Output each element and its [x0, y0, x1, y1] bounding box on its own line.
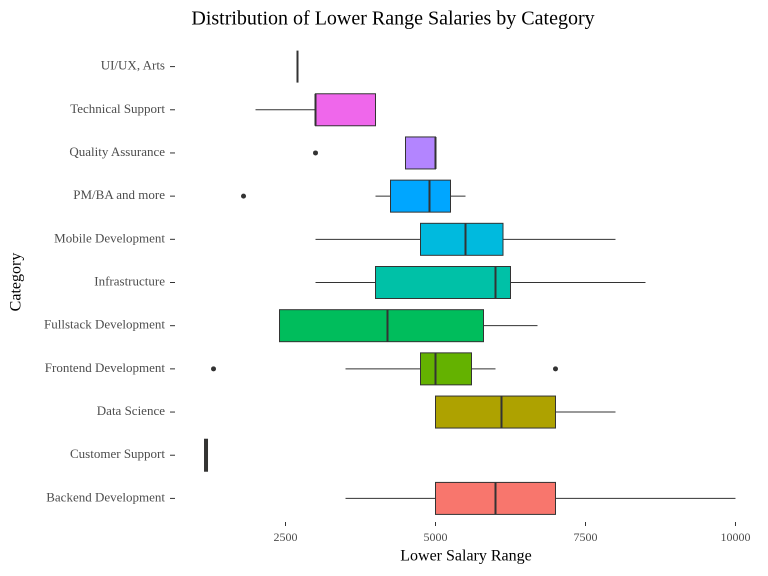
y-tick-label: PM/BA and more: [73, 187, 165, 202]
y-tick-label: Backend Development: [46, 489, 165, 504]
y-tick-label: Fullstack Development: [44, 317, 165, 332]
box: [390, 179, 452, 213]
y-tick-label: Frontend Development: [45, 360, 166, 375]
outlier: [241, 193, 247, 199]
box: [375, 266, 511, 299]
y-tick-label: Quality Assurance: [69, 144, 165, 159]
outlier: [313, 150, 319, 156]
outlier: [552, 366, 558, 372]
box: [279, 309, 484, 343]
x-tick-label: 10000: [720, 530, 750, 544]
y-tick-label: Data Science: [97, 403, 165, 418]
y-tick-label: Mobile Development: [54, 230, 165, 245]
box: [315, 93, 377, 127]
y-axis-label: Category: [8, 253, 25, 312]
y-tick-label: Customer Support: [70, 446, 165, 461]
chart-title: Distribution of Lower Range Salaries by …: [191, 8, 594, 30]
x-tick-label: 2500: [274, 530, 298, 544]
y-tick-label: Technical Support: [70, 101, 165, 116]
y-tick-label: UI/UX, Arts: [101, 58, 165, 73]
y-tick-label: Infrastructure: [94, 273, 165, 288]
x-tick-label: 7500: [573, 530, 597, 544]
outlier: [211, 366, 217, 372]
box: [435, 395, 556, 429]
box: [420, 222, 504, 256]
box: [420, 352, 472, 386]
x-axis-label: Lower Salary Range: [400, 548, 532, 565]
box: [405, 136, 437, 170]
x-tick-label: 5000: [424, 530, 448, 544]
